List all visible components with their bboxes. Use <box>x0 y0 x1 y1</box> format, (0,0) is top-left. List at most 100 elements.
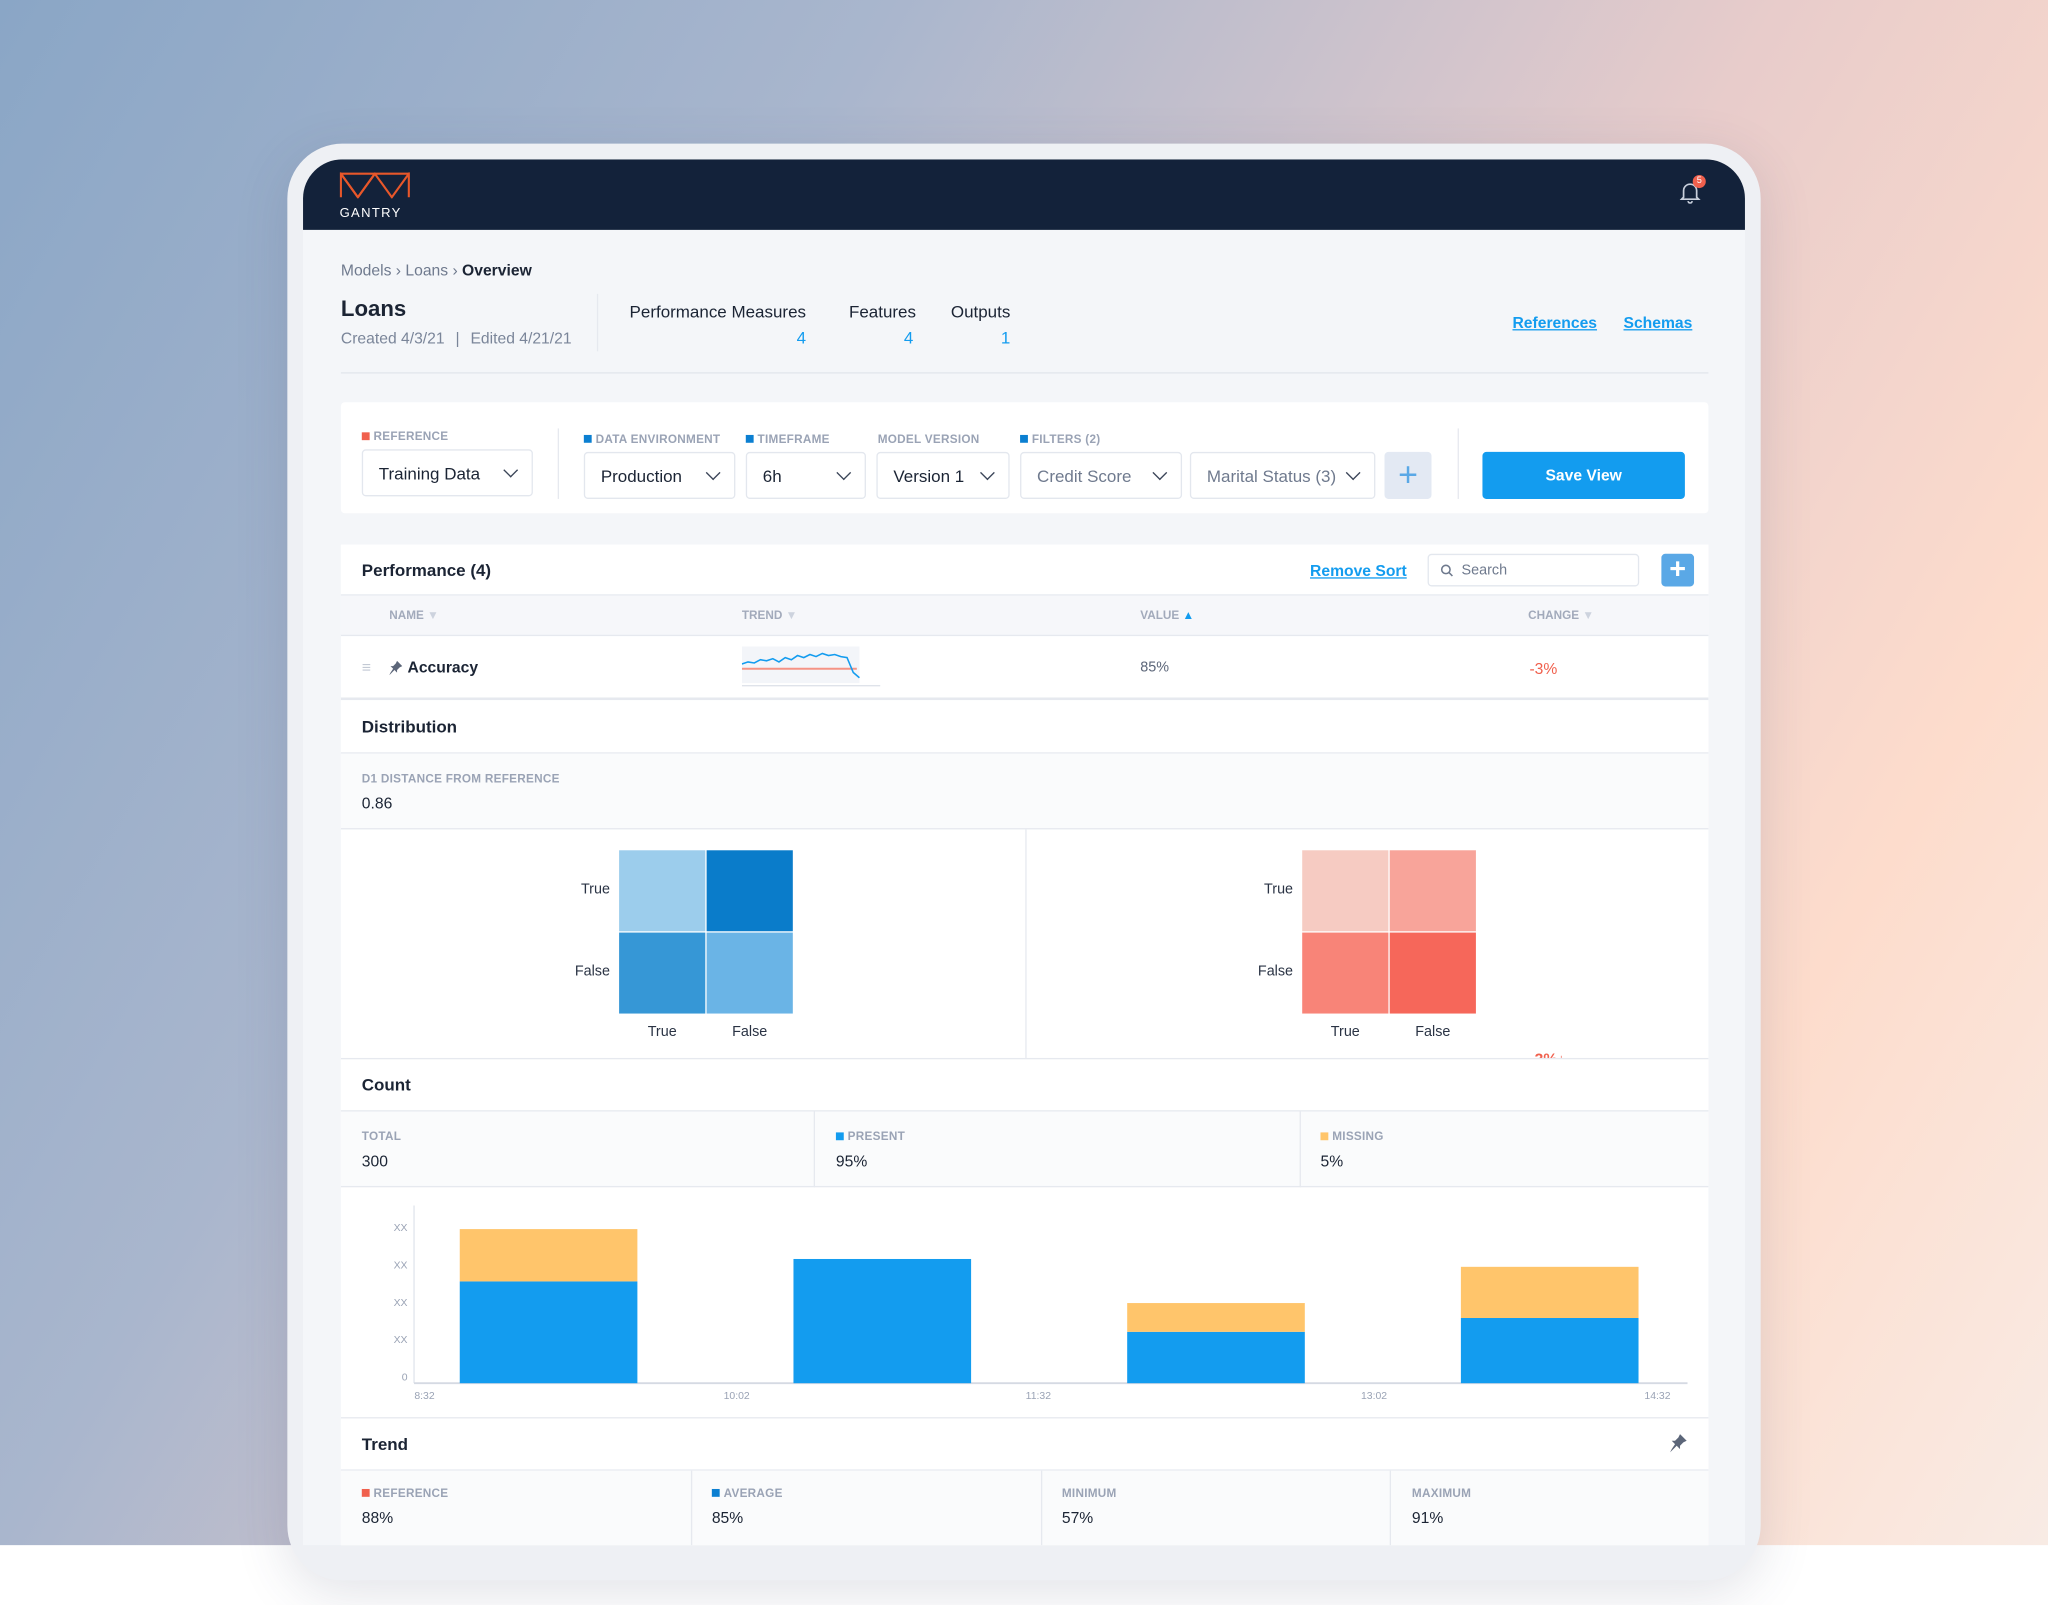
column-header-change[interactable]: CHANGE ▼ <box>1528 609 1594 622</box>
bar-present-2[interactable] <box>1127 1331 1305 1384</box>
bar-present-0[interactable] <box>459 1281 638 1384</box>
stat-value: 300 <box>361 1151 388 1171</box>
stat-average: AVERAGE 85% <box>711 1486 783 1527</box>
schemas-link[interactable]: Schemas <box>1623 313 1693 332</box>
divider <box>596 293 599 352</box>
dropdown-value: Production <box>600 465 682 486</box>
performance-card: Performance (4) Remove Sort Search + NAM… <box>340 544 1709 1546</box>
references-link[interactable]: References <box>1512 313 1598 332</box>
color-marker <box>1020 434 1028 443</box>
dropdown-value: Training Data <box>378 463 481 483</box>
matrix-current-cell-true-false[interactable] <box>706 850 793 932</box>
sort-down-icon: ▼ <box>785 608 798 622</box>
header-text: CHANGE <box>1528 608 1580 622</box>
stat-value: 1 <box>1000 327 1011 348</box>
metric-value: 0.86 <box>361 794 393 813</box>
notification-badge: 5 <box>1692 175 1706 189</box>
column-label: True <box>647 1023 677 1040</box>
top-bar: GANTRY 5 <box>303 159 1745 230</box>
stat-outputs[interactable]: Outputs 1 <box>951 302 1010 348</box>
column-header-value[interactable]: VALUE ▲ <box>1140 609 1194 622</box>
reference-color-marker <box>361 432 370 441</box>
add-filter-button[interactable]: + <box>1384 451 1432 499</box>
trend-header: Trend <box>340 1417 1709 1471</box>
gantry-logo[interactable]: GANTRY <box>339 170 411 221</box>
matrix-reference-cell-false-true[interactable] <box>1302 932 1389 1014</box>
matrix-reference-cell-true-false[interactable] <box>1389 850 1476 932</box>
table-header: NAME ▼ TREND ▼ VALUE ▲ CHANGE ▼ <box>340 595 1709 637</box>
stat-value: 5% <box>1320 1151 1344 1171</box>
column-label: True <box>1330 1023 1360 1040</box>
breadcrumb-loans[interactable]: Loans <box>405 261 449 280</box>
d1-distance: D1 DISTANCE FROM REFERENCE 0.86 <box>340 753 1709 830</box>
divider <box>813 1111 816 1188</box>
stat-label: AVERAGE <box>723 1486 783 1500</box>
bar-present-3[interactable] <box>1460 1318 1639 1384</box>
stat-label: Features <box>848 301 916 322</box>
filter-marital-status[interactable]: Marital Status (3) <box>1189 451 1376 499</box>
matrix-current-cell-false-false[interactable] <box>706 932 793 1014</box>
model-version-dropdown[interactable]: Version 1 <box>876 451 1010 499</box>
sort-down-icon: ▼ <box>1582 608 1595 622</box>
notifications-button[interactable]: 5 <box>1679 175 1706 210</box>
drag-handle-icon[interactable]: ≡ <box>361 658 371 677</box>
save-view-button[interactable]: Save View <box>1482 451 1685 499</box>
matrix-reference-cell-true-true[interactable] <box>1302 850 1389 932</box>
stat-missing: MISSING 5% <box>1320 1130 1383 1170</box>
distribution-header: Distribution <box>340 701 1709 754</box>
stat-performance-measures[interactable]: Performance Measures 4 <box>630 302 806 348</box>
section-title: Distribution <box>361 717 458 737</box>
bar-present-1[interactable] <box>793 1258 972 1384</box>
column-header-name[interactable]: NAME ▼ <box>389 609 439 622</box>
matrix-reference-cell-false-false[interactable] <box>1389 932 1476 1014</box>
column-label: False <box>1415 1023 1451 1040</box>
reference-dropdown[interactable]: Training Data <box>361 449 533 497</box>
color-marker <box>583 434 592 443</box>
stat-total: TOTAL 300 <box>362 1130 401 1170</box>
breadcrumb-models[interactable]: Models <box>340 261 392 280</box>
divider <box>340 372 1709 374</box>
stat-label: TOTAL <box>361 1129 402 1143</box>
sort-up-icon: ▲ <box>1182 608 1195 622</box>
breadcrumb: Models › Loans › Overview <box>341 261 532 279</box>
table-row[interactable]: ≡ Accuracy 85% -3% <box>340 636 1709 701</box>
filter-credit-score[interactable]: Credit Score <box>1020 451 1183 499</box>
search-input[interactable]: Search <box>1427 553 1640 587</box>
filters-label: FILTERS (2) <box>1020 432 1100 445</box>
stat-label: Performance Measures <box>629 301 807 322</box>
search-icon <box>1440 563 1453 576</box>
header-text: NAME <box>389 608 424 622</box>
count-stats: TOTAL 300 PRESENT 95% MISSING 5% <box>340 1111 1709 1188</box>
stat-present: PRESENT 95% <box>835 1130 905 1171</box>
chevron-down-icon <box>705 464 721 480</box>
add-metric-button[interactable]: + <box>1661 553 1695 587</box>
chevron-down-icon <box>1152 464 1168 480</box>
stat-label: MAXIMUM <box>1411 1486 1472 1500</box>
column-header-trend[interactable]: TREND ▼ <box>742 609 797 622</box>
label-text: TIMEFRAME <box>757 432 830 446</box>
matrix-current-cell-false-true[interactable] <box>619 932 706 1014</box>
page-title: Loans <box>340 296 407 322</box>
bar-missing-0[interactable] <box>459 1229 638 1282</box>
plus-icon: + <box>1398 454 1418 494</box>
y-tick-label: XX <box>394 1261 408 1272</box>
bar-missing-2[interactable] <box>1127 1303 1305 1332</box>
pin-icon[interactable] <box>389 660 403 676</box>
pin-icon[interactable] <box>1669 1434 1687 1453</box>
x-tick-label: 13:02 <box>1361 1391 1387 1402</box>
remove-sort-link[interactable]: Remove Sort <box>1310 561 1407 580</box>
timeframe-dropdown[interactable]: 6h <box>745 451 866 499</box>
divider <box>1299 1111 1301 1188</box>
row-label: True <box>580 881 610 898</box>
sparkline-background <box>741 646 860 684</box>
bar-missing-3[interactable] <box>1460 1266 1639 1319</box>
stat-features[interactable]: Features 4 <box>849 302 916 348</box>
stat-value: 95% <box>835 1151 868 1171</box>
data-environment-dropdown[interactable]: Production <box>583 451 736 499</box>
label-text: REFERENCE <box>373 429 449 443</box>
gantry-logo-icon <box>339 170 410 200</box>
matrix-current-cell-true-true[interactable] <box>619 850 706 932</box>
stat-value: 88% <box>361 1508 394 1527</box>
header-text: TREND <box>741 608 783 622</box>
stat-label: MISSING <box>1332 1129 1384 1143</box>
